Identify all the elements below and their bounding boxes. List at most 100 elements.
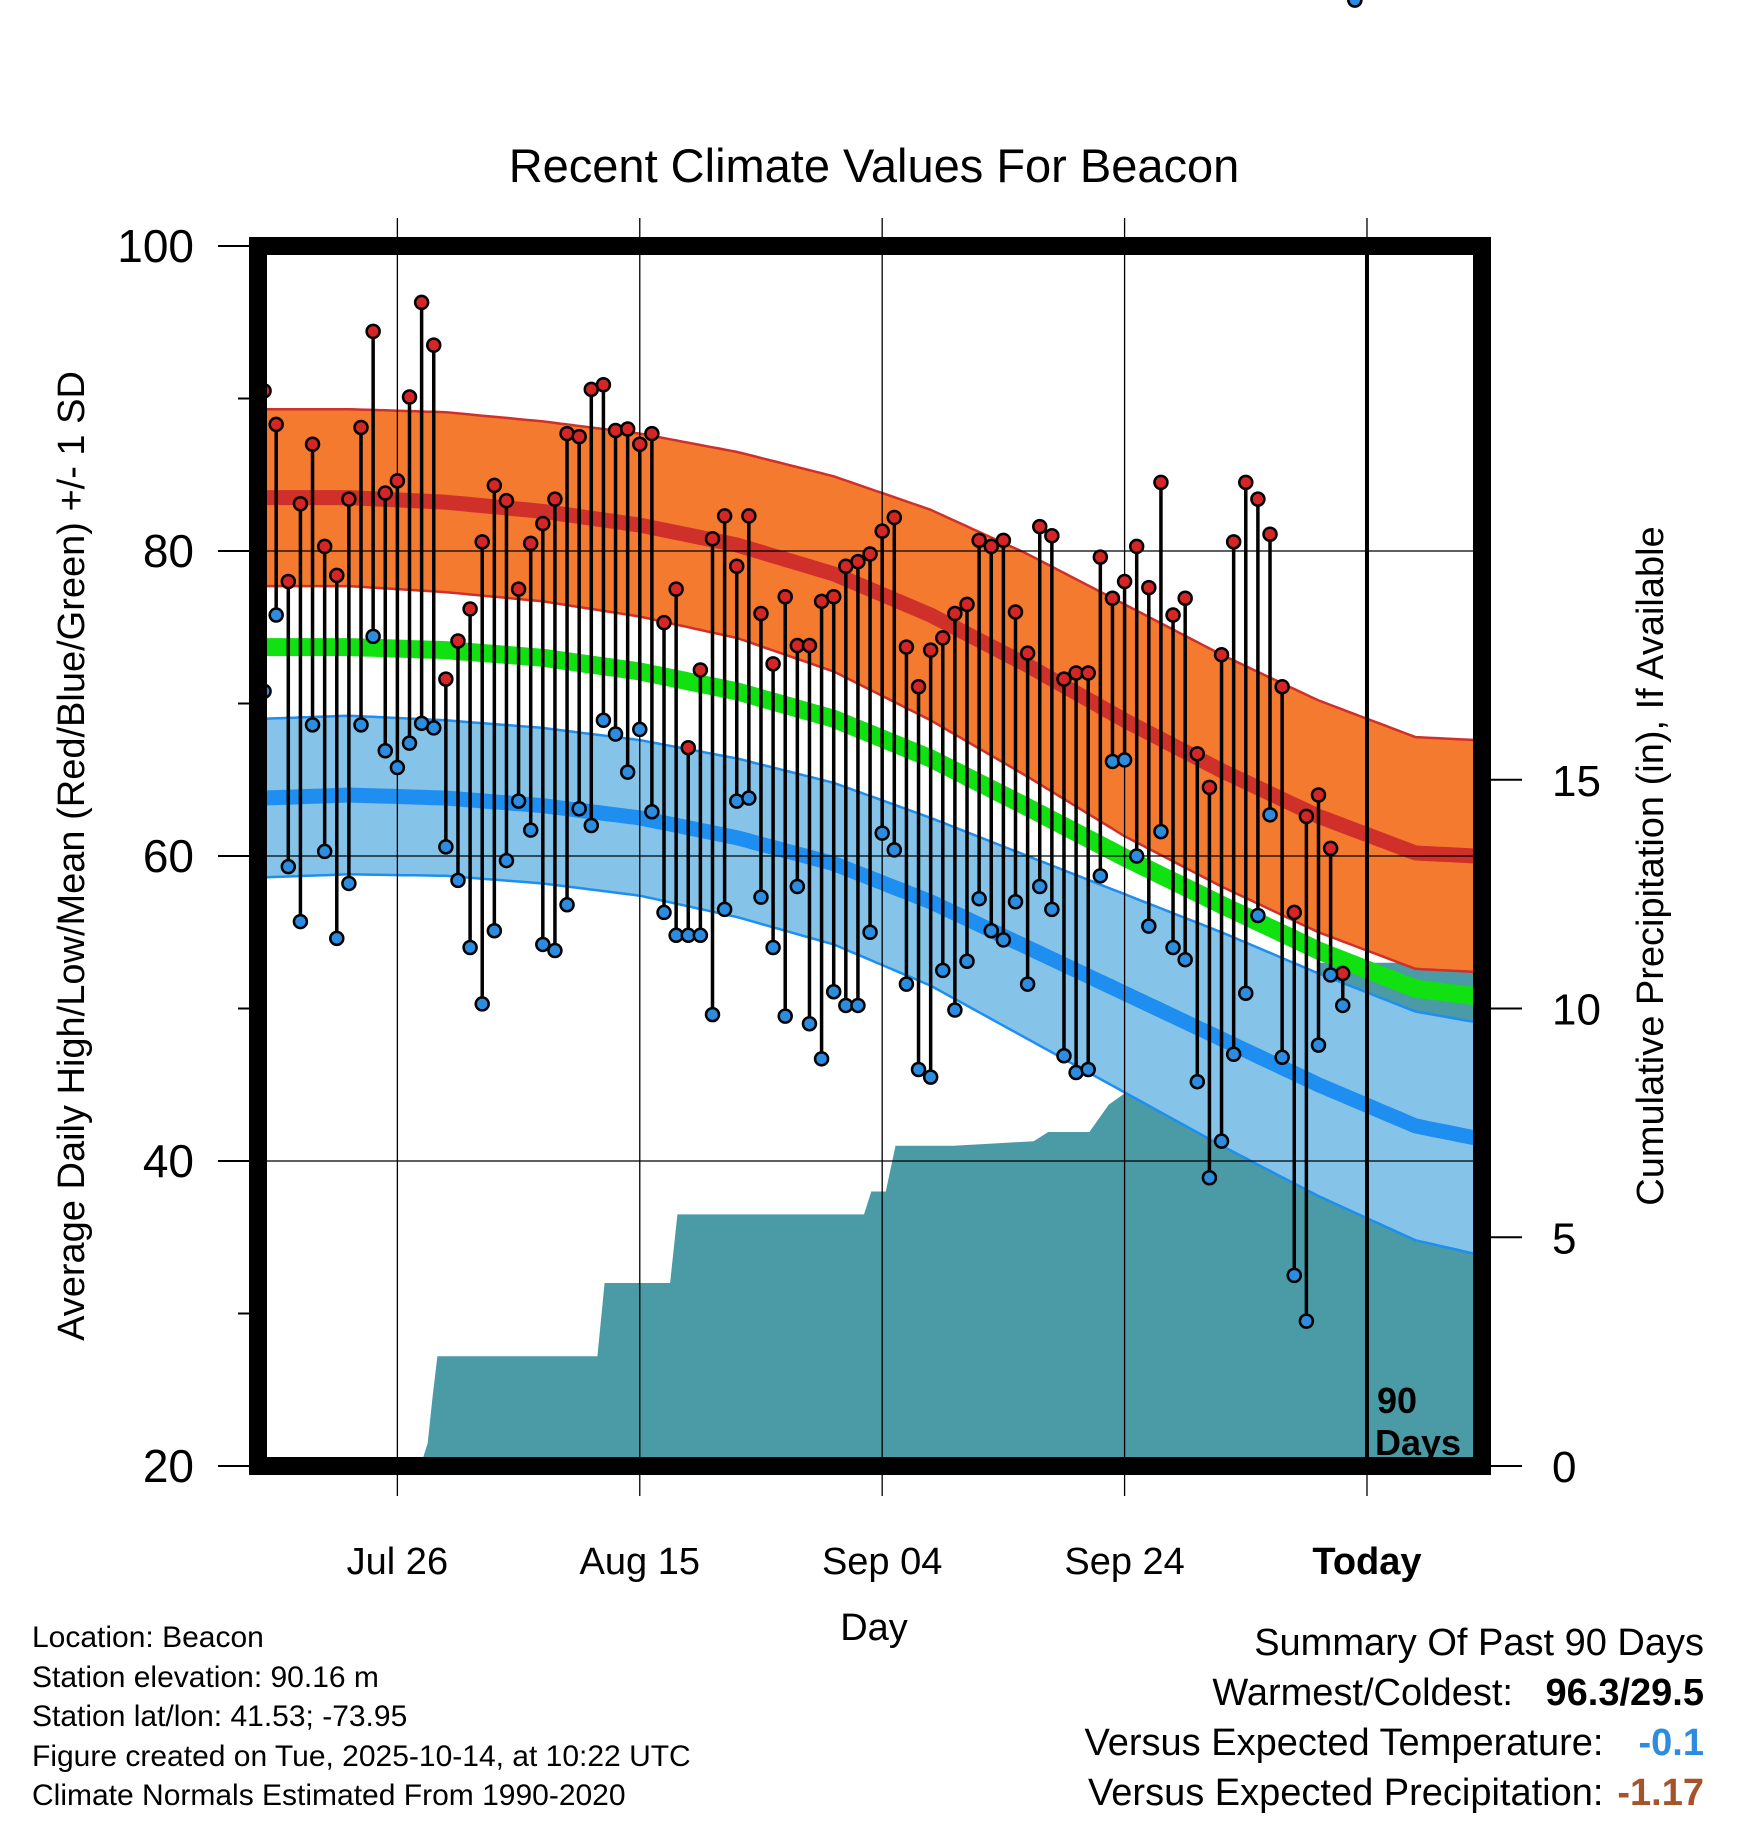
high-point [862,546,878,562]
high-point [704,531,721,547]
precip-value: -1.17 [1617,1772,1704,1814]
low-point [1019,976,1036,992]
warm-cold-label: Warmest/Coldest: [1212,1672,1513,1714]
high-point [1080,665,1096,681]
high-point [1298,808,1315,825]
high-point [935,630,951,646]
low-point [329,930,345,947]
low-point [632,721,648,738]
high-point [547,491,563,507]
low-point [353,717,369,733]
high-point [1238,474,1254,491]
low-point [983,922,1000,939]
x-tick-label: Sep 04 [822,1541,942,1583]
low-point [535,936,551,953]
low-point [1250,907,1266,924]
low-point [341,875,357,892]
low-point [522,822,539,838]
high-point [522,535,539,552]
low-point [401,735,418,751]
low-point [898,976,915,992]
high-point [801,637,818,654]
high-point [413,294,430,311]
info-normals: Climate Normals Estimated From 1990-2020 [32,1779,626,1812]
axis-labels-layer: 20 40 60 80 100 0 5 10 15 Jul 26 Aug 15 Sep 04 Sep 2… [51,220,1672,1649]
high-point [1201,779,1218,796]
low-point [1213,1133,1230,1149]
high-point [1031,518,1048,535]
y-tick-label: 20 [143,1440,194,1492]
high-point [1019,645,1036,661]
y2-tick-label: 0 [1552,1443,1576,1492]
temp-value: -0.1 [1638,1722,1704,1764]
low-point [583,817,600,834]
x-tick-label: Jul 26 [347,1541,448,1583]
low-point [425,720,442,736]
high-point [268,416,284,433]
high-point [389,473,406,489]
low-point [1044,901,1060,918]
high-point [1225,534,1242,550]
info-latlon: Station lat/lon: 41.53; -73.95 [32,1700,408,1733]
low-point [644,804,660,820]
low-point [1238,985,1254,1001]
low-point [886,842,903,858]
axes-layer [218,237,1522,1475]
high-point [1322,840,1339,857]
high-point [1310,787,1327,803]
high-point [1189,746,1206,762]
summary-panel: Summary Of Past 90 Days Warmest/Coldest:… [1085,1618,1704,1818]
high-point [1056,671,1072,687]
high-point [716,508,733,524]
low-point [741,790,757,806]
high-normal-upper-edge [264,407,1477,742]
low-point [547,942,563,959]
low-point [1322,967,1339,983]
y2-tick-label: 10 [1552,986,1601,1035]
low-point [910,1061,927,1078]
y-tick-label: 100 [117,220,194,272]
low-point [850,997,866,1014]
low-point [462,939,478,956]
high-point [1213,646,1230,663]
low-point [1274,1049,1290,1066]
precip-area [258,962,1477,1466]
low-point [304,717,321,733]
high-point [971,532,987,549]
high-point [474,534,490,550]
high-point [353,419,369,436]
low-point [595,712,612,729]
y-tick-label: 80 [143,525,194,577]
high-point [401,389,418,405]
low-point [1177,951,1193,968]
high-point [341,491,357,507]
high-point [777,589,793,605]
high-point [874,523,890,539]
y-axis-title: Average Daily High/Low/Mean (Red/Blue/Gr… [51,371,93,1341]
y2-tick-label: 15 [1552,757,1601,806]
high-point [595,377,612,393]
info-created: Figure created on Tue, 2025-10-14, at 10… [32,1739,691,1773]
low-point [1347,0,1363,8]
high-point [983,538,1000,555]
low-point [874,825,890,841]
low-point [510,793,527,809]
low-point [316,843,333,860]
low-point [1201,1170,1218,1186]
low-point [450,872,466,889]
high-point [741,508,757,524]
low-point [753,889,769,905]
high-point [1092,549,1109,565]
low-point [438,839,454,855]
low-point [1310,1037,1327,1053]
info-location: Location: Beacon [32,1621,264,1654]
low-point [1092,868,1109,884]
high-point [1165,607,1181,623]
low-point [971,890,987,907]
high-point [644,425,660,442]
high-point [995,532,1012,549]
high-point [922,642,939,658]
high-point [947,605,963,622]
low-point [365,628,381,645]
